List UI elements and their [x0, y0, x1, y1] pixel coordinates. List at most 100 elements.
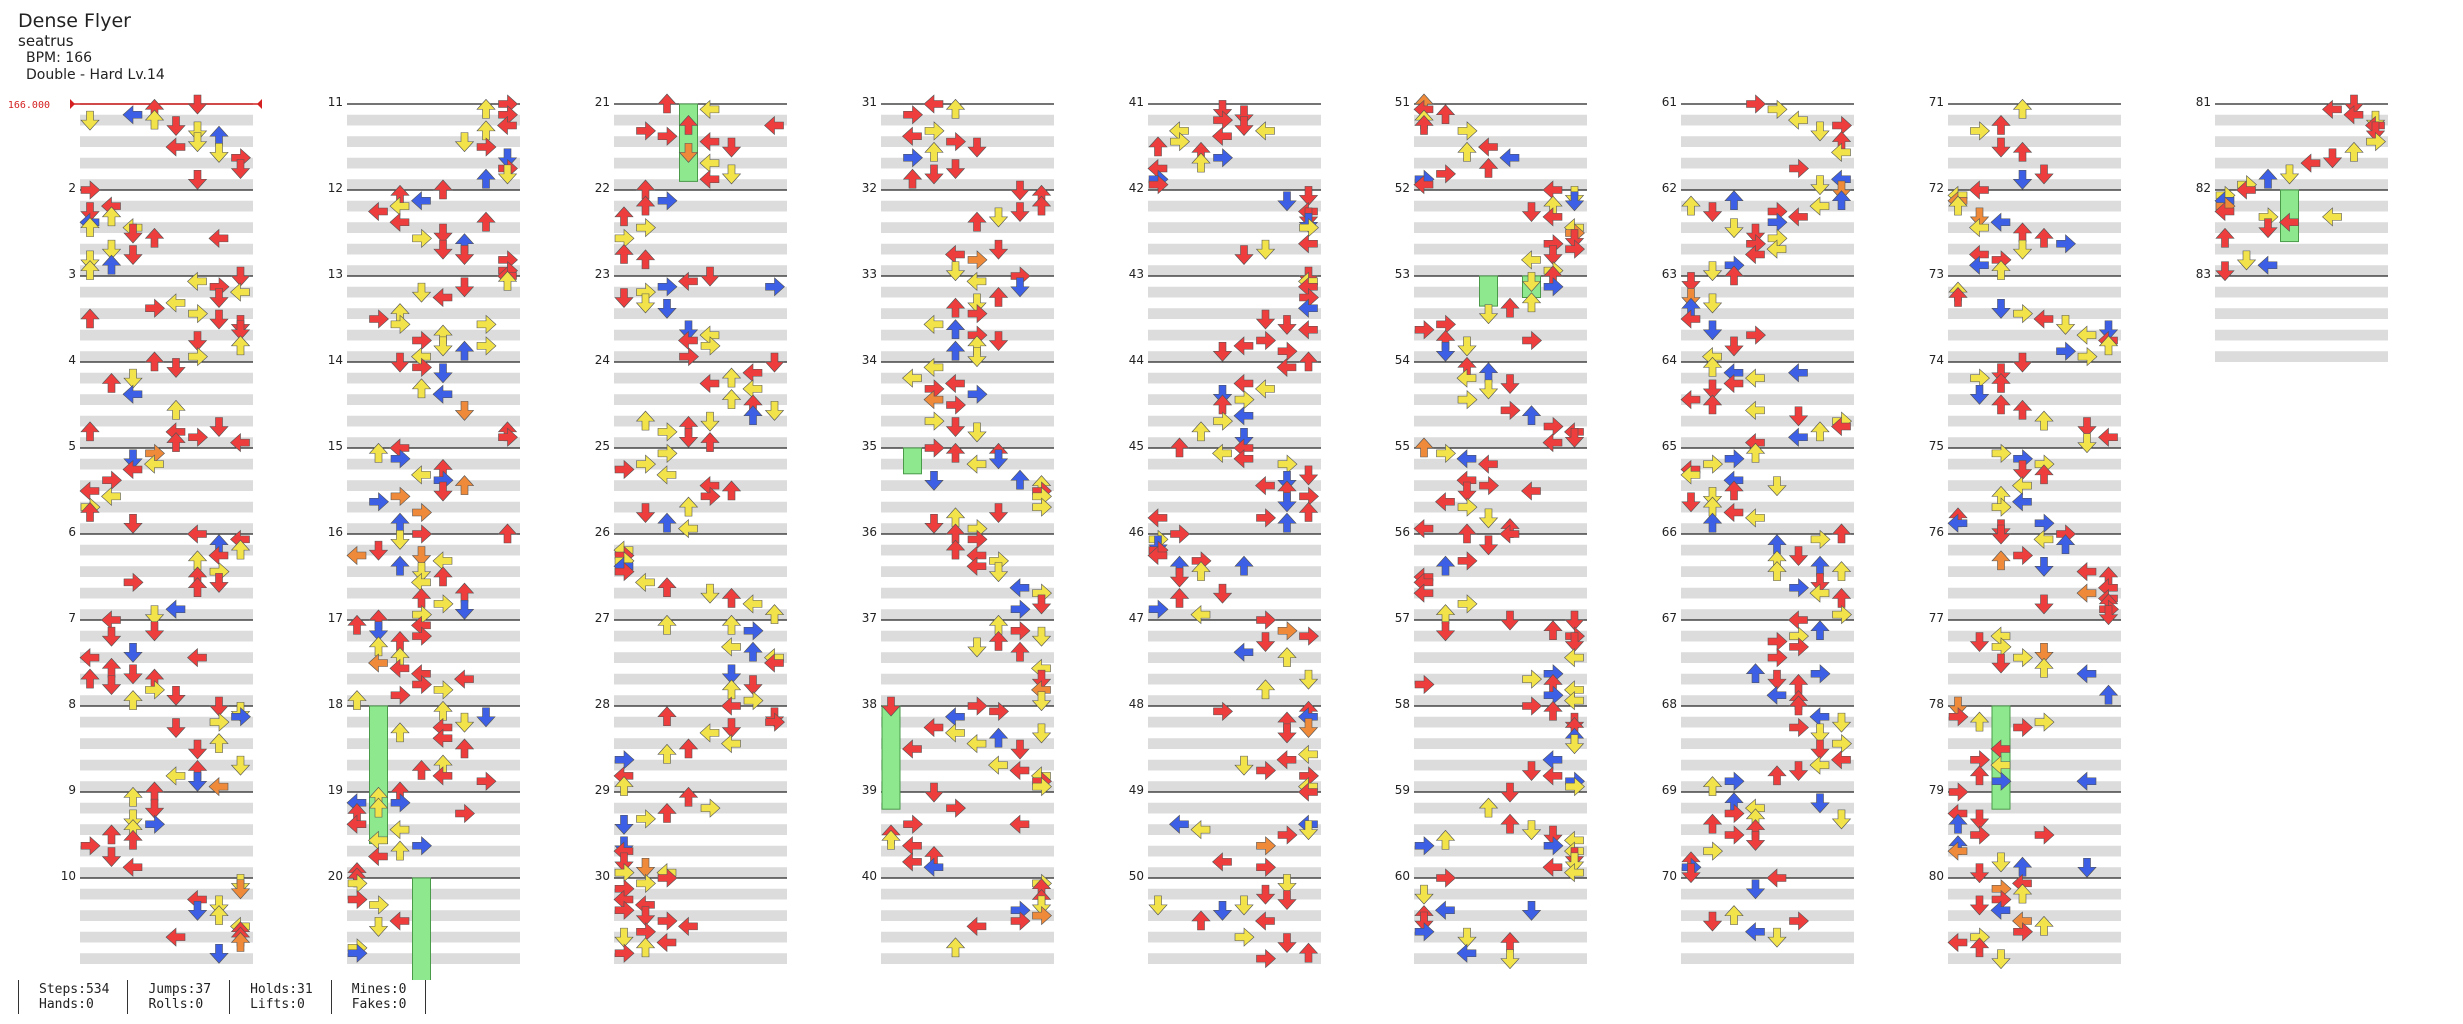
- left-arrow-icon: [1542, 433, 1563, 453]
- down-arrow-icon: [188, 94, 207, 115]
- up-arrow-icon: [722, 367, 741, 388]
- measure-number: 31: [862, 95, 877, 109]
- up-arrow-icon: [209, 733, 229, 754]
- down-arrow-icon: [989, 562, 1008, 583]
- right-arrow-icon: [1457, 497, 1478, 517]
- measure-number: 55: [1395, 439, 1410, 453]
- stats-group: Mines:0 Fakes:0: [330, 980, 426, 1014]
- stats-group: Steps:534 Hands:0: [18, 980, 127, 1014]
- left-arrow-icon: [230, 433, 250, 453]
- down-arrow-icon: [1032, 626, 1051, 647]
- down-arrow-icon: [1234, 755, 1254, 776]
- down-arrow-icon: [1213, 583, 1232, 604]
- song-title: Dense Flyer: [18, 10, 131, 32]
- left-arrow-icon: [1680, 390, 1701, 410]
- measure-number: 51: [1395, 95, 1410, 109]
- measure-number: 75: [1929, 439, 1944, 453]
- right-arrow-icon: [1234, 927, 1255, 947]
- difficulty-label: Double - Hard Lv.14: [26, 67, 165, 83]
- measure-number: 83: [2196, 267, 2211, 281]
- measure-number: 78: [1929, 697, 1944, 711]
- measure-number: 54: [1395, 353, 1410, 367]
- up-arrow-icon: [679, 496, 698, 517]
- down-arrow-icon: [80, 110, 100, 131]
- left-arrow-icon: [165, 927, 186, 947]
- hold-notes: [369, 103, 2299, 980]
- measure-number: 2: [68, 181, 76, 195]
- measure-number: 20: [328, 869, 343, 883]
- measure-number: 18: [328, 697, 343, 711]
- down-arrow-icon: [989, 239, 1008, 260]
- down-arrow-icon: [2258, 218, 2278, 239]
- measure-number: 61: [1662, 95, 1677, 109]
- down-arrow-icon: [369, 540, 388, 561]
- measure-number: 65: [1662, 439, 1677, 453]
- up-arrow-icon: [700, 432, 720, 453]
- measure-number: 56: [1395, 525, 1410, 539]
- left-arrow-icon: [389, 820, 410, 840]
- right-arrow-icon: [743, 691, 764, 711]
- measure-number: 81: [2196, 95, 2211, 109]
- down-arrow-icon: [1032, 691, 1051, 712]
- up-arrow-icon: [209, 905, 229, 926]
- song-artist: seatrus: [18, 32, 74, 50]
- down-arrow-icon: [1767, 927, 1787, 948]
- measure-number: 25: [595, 439, 610, 453]
- up-arrow-icon: [1277, 647, 1297, 668]
- up-arrow-icon: [657, 93, 677, 114]
- measure-number: 10: [61, 869, 76, 883]
- stat-steps: Steps:534: [39, 982, 110, 997]
- left-arrow-icon: [144, 454, 164, 474]
- measure-number: 39: [862, 783, 877, 797]
- measure-number: 22: [595, 181, 610, 195]
- measure-number: 58: [1395, 697, 1410, 711]
- right-arrow-icon: [412, 605, 432, 625]
- right-arrow-icon: [1746, 94, 1766, 114]
- measure-number: 9: [68, 783, 76, 797]
- down-arrow-icon: [412, 282, 431, 303]
- down-arrow-icon: [2013, 239, 2032, 260]
- measure-number: 72: [1929, 181, 1944, 195]
- measure-number: 17: [328, 611, 343, 625]
- stat-lifts: Lifts:0: [250, 997, 305, 1012]
- down-arrow-icon: [1832, 712, 1851, 733]
- right-arrow-icon: [700, 798, 721, 818]
- hold-body-icon: [412, 877, 431, 980]
- left-arrow-icon: [923, 94, 944, 114]
- measure-number: 82: [2196, 181, 2211, 195]
- left-arrow-icon: [1413, 519, 1434, 539]
- left-arrow-icon: [1745, 368, 1765, 388]
- measure-number: 64: [1662, 353, 1677, 367]
- step-chart: 2345678910111213141516171819202122232425…: [8, 93, 2388, 980]
- left-arrow-icon: [988, 755, 1008, 775]
- measure-number: 28: [595, 697, 610, 711]
- measure-number: 8: [68, 697, 76, 711]
- down-arrow-icon: [1414, 884, 1434, 905]
- left-arrow-icon: [1190, 605, 1211, 625]
- right-arrow-icon: [1032, 906, 1052, 926]
- measure-number: 26: [595, 525, 610, 539]
- measure-number: 77: [1929, 611, 1944, 625]
- measure-number: 66: [1662, 525, 1677, 539]
- right-arrow-icon: [412, 626, 432, 646]
- up-arrow-icon: [722, 389, 741, 410]
- right-arrow-icon: [2077, 347, 2098, 367]
- down-arrow-icon: [1970, 863, 1989, 884]
- up-arrow-icon: [455, 582, 474, 603]
- down-arrow-icon: [231, 755, 250, 776]
- left-arrow-icon: [230, 282, 250, 302]
- measure-number: 15: [328, 439, 343, 453]
- measure-number: 42: [1129, 181, 1144, 195]
- right-arrow-icon: [614, 863, 635, 883]
- up-arrow-icon: [636, 195, 655, 216]
- down-arrow-icon: [1500, 949, 1520, 970]
- bpm-change-value: 166.000: [8, 100, 50, 111]
- hold-body-icon: [1479, 275, 1498, 307]
- right-arrow-icon: [1746, 325, 1766, 345]
- right-arrow-icon: [1234, 390, 1255, 410]
- measure-number: 27: [595, 611, 610, 625]
- measure-number: 23: [595, 267, 610, 281]
- measure-number: 80: [1929, 869, 1944, 883]
- left-arrow-icon: [208, 777, 229, 797]
- down-arrow-icon: [433, 239, 453, 260]
